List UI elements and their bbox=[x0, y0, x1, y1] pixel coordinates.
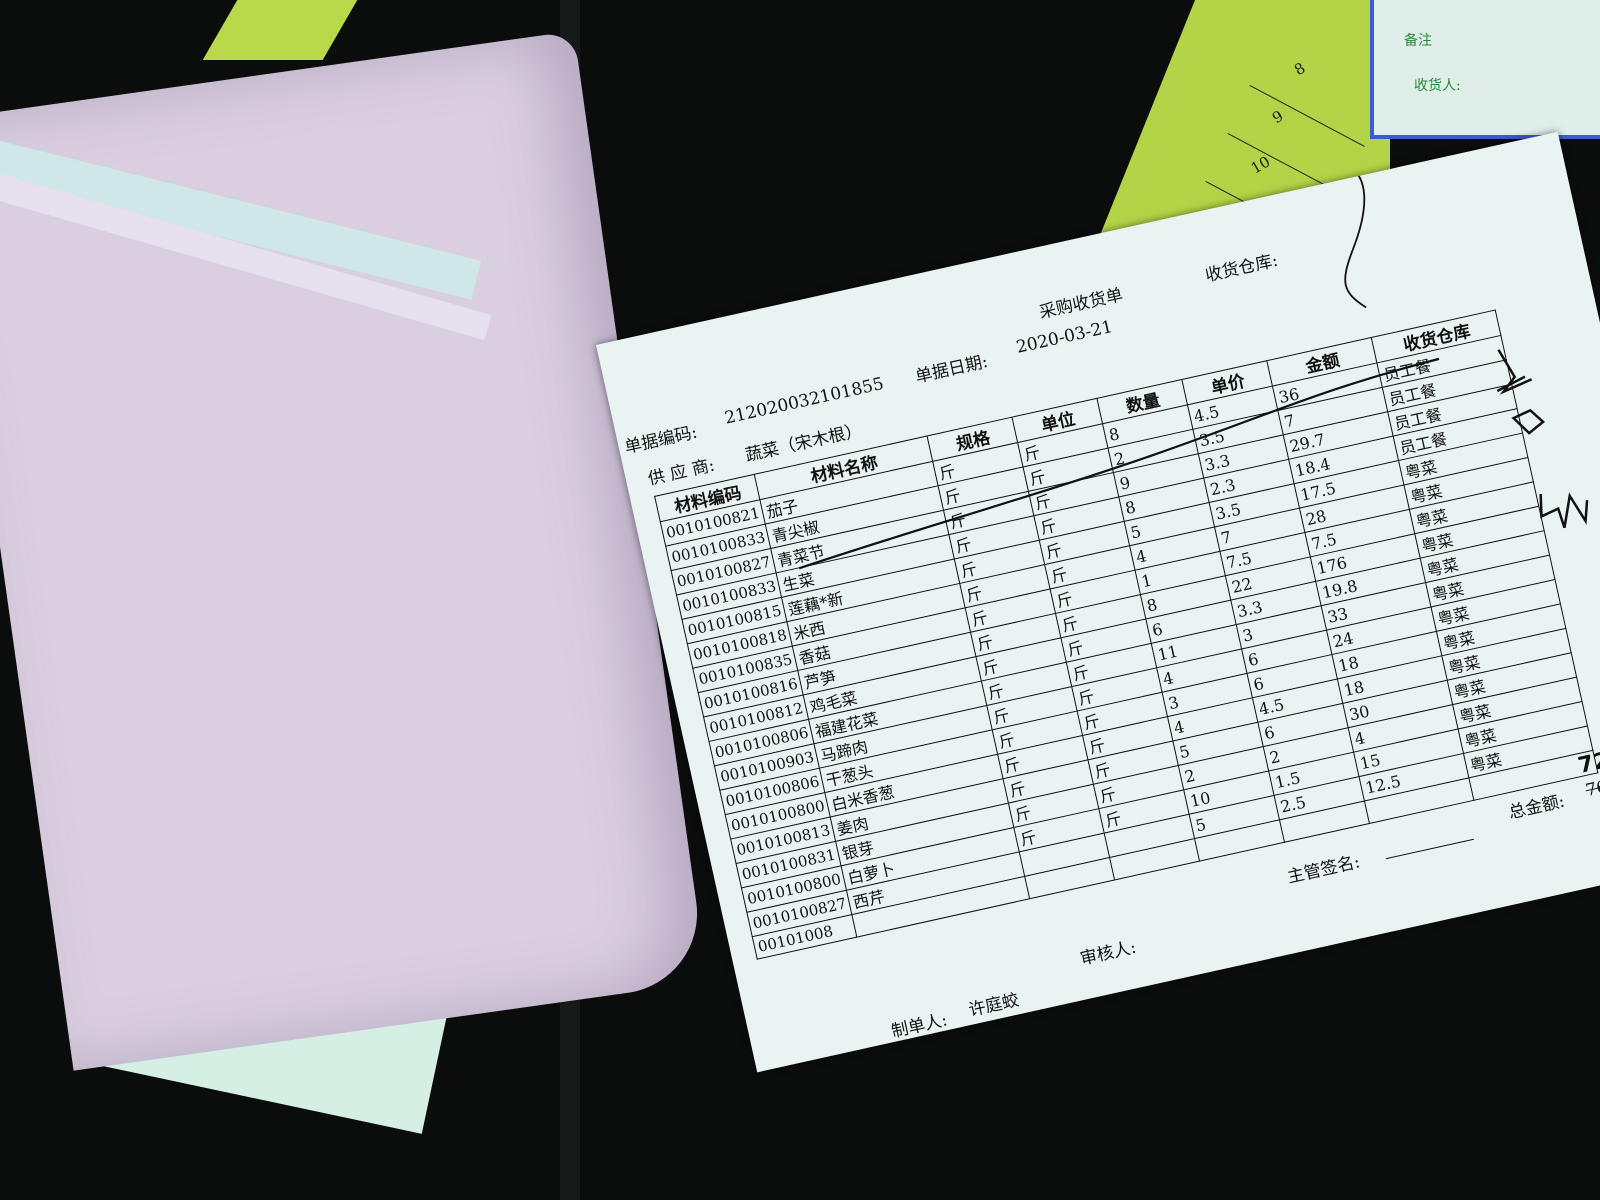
warehouse-label: 收货仓库: bbox=[1203, 250, 1280, 287]
notebook-page bbox=[0, 30, 708, 1071]
total-label: 总金额: bbox=[1506, 791, 1567, 824]
maker-name: 许庭蛟 bbox=[966, 990, 1021, 1021]
blue-form-card: 备注 收货人: bbox=[1370, 0, 1600, 139]
signature-mark bbox=[1539, 492, 1589, 529]
receiver-label: 收货人: bbox=[1414, 78, 1461, 94]
green-form-row-number: 9 bbox=[1269, 106, 1287, 128]
remark-label: 备注 bbox=[1404, 33, 1432, 49]
reviewer-label: 审核人: bbox=[1078, 937, 1139, 970]
maker-label: 制单人: bbox=[889, 1010, 950, 1043]
purchase-receipt: 采购收货单 收货仓库: 单据编码: 212020032101855 单据日期: … bbox=[596, 131, 1600, 1073]
green-form-row-number: 8 bbox=[1291, 58, 1309, 80]
green-form-grid-line bbox=[1249, 85, 1365, 147]
supervisor-label: 主管签名: bbox=[1285, 852, 1362, 888]
supervisor-signature-line bbox=[1385, 838, 1474, 860]
date: 2020-03-21 bbox=[1014, 317, 1115, 358]
date-label: 单据日期: bbox=[913, 351, 990, 388]
doc-no: 212020032101855 bbox=[722, 373, 886, 429]
receipt-title: 采购收货单 bbox=[1037, 285, 1125, 323]
notebook-green-cover bbox=[202, 0, 358, 60]
doc-no-label: 单据编码: bbox=[622, 422, 700, 458]
